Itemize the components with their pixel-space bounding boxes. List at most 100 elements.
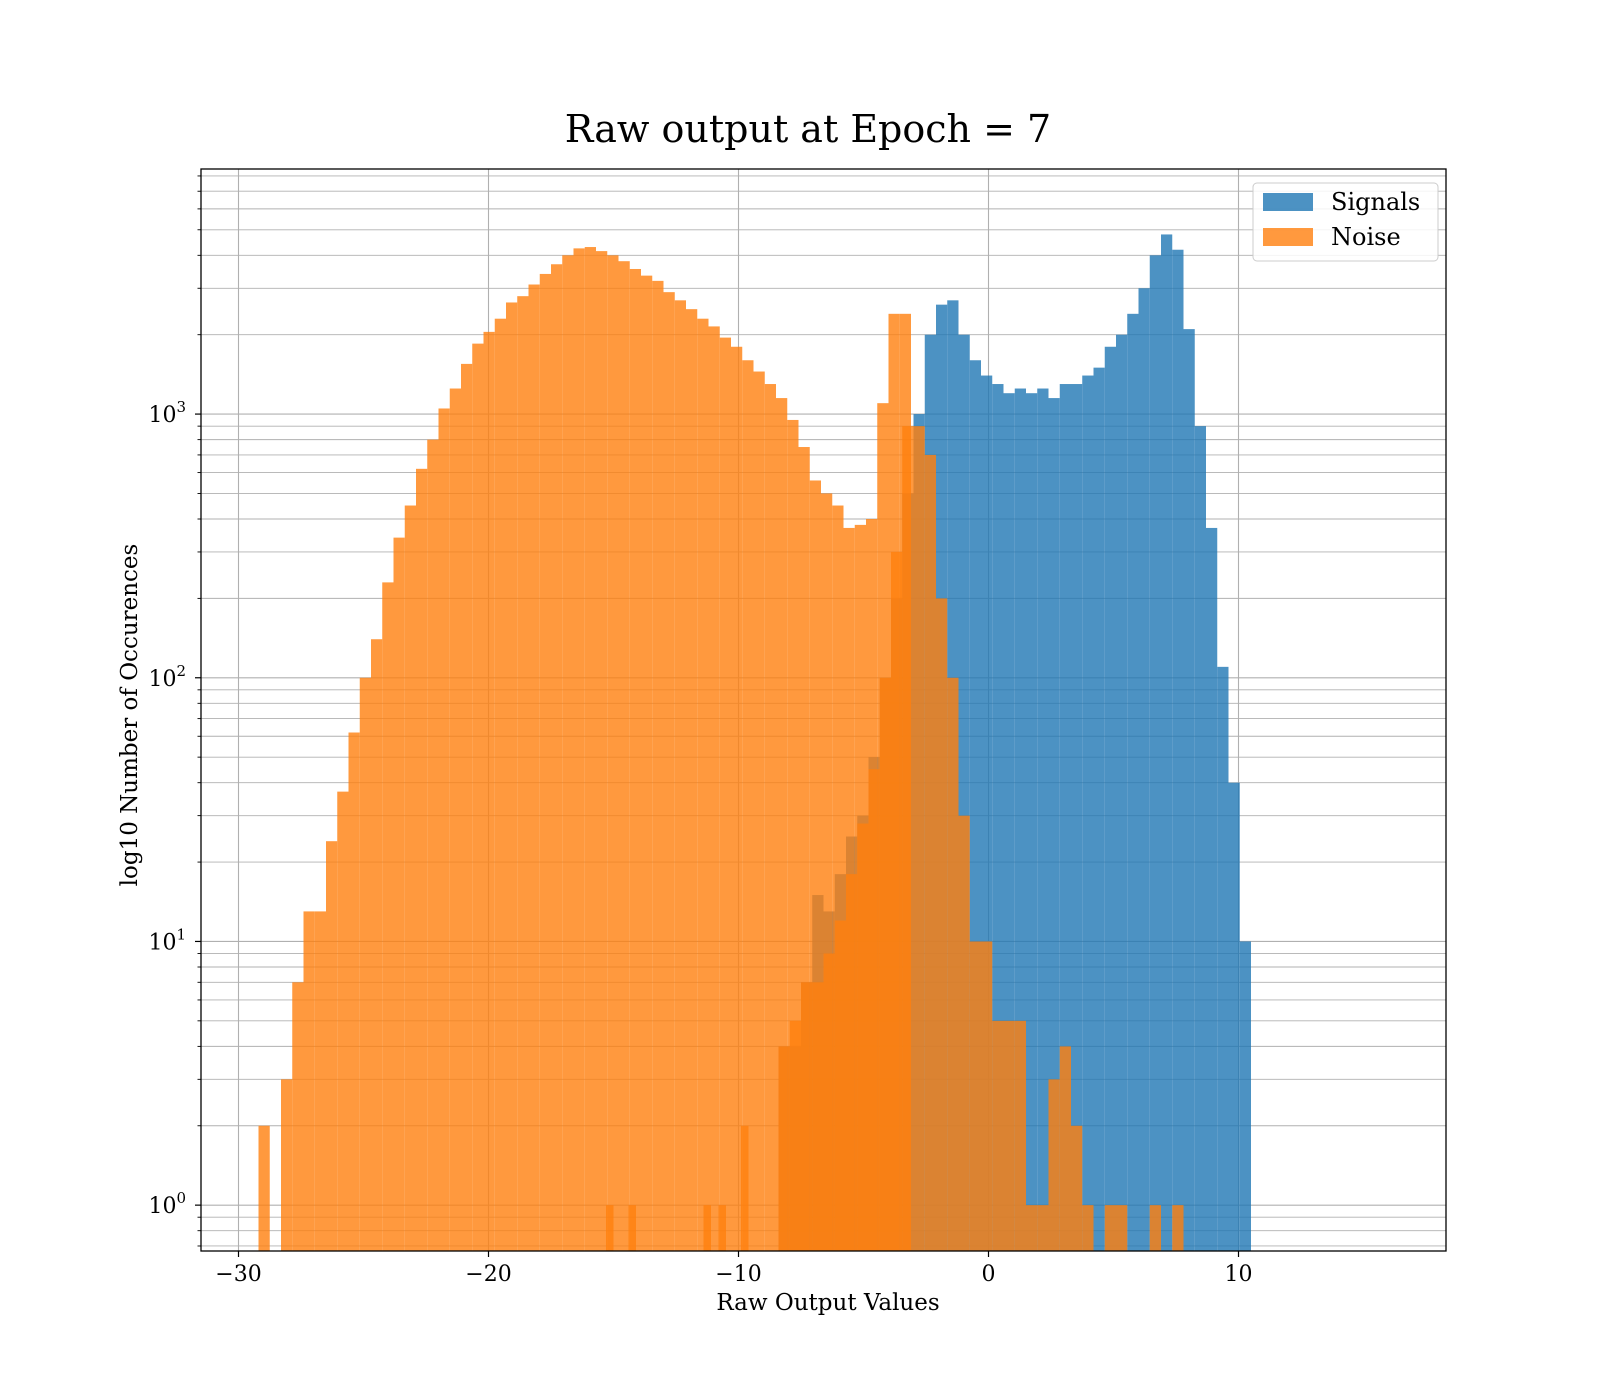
histogram-bar: [359, 677, 371, 1251]
histogram-bar: [1014, 1020, 1026, 1251]
histogram-bar: [584, 247, 596, 1251]
histogram-bar: [641, 275, 653, 1251]
legend-label-signals: Signals: [1331, 188, 1420, 216]
histogram-bar: [528, 284, 540, 1251]
histogram-bar: [1138, 288, 1150, 1251]
histogram-bar: [969, 941, 981, 1251]
histogram-bar: [348, 732, 360, 1251]
histogram-bar: [281, 1079, 293, 1251]
histogram-bar: [1127, 313, 1139, 1251]
y-tick-label: 101: [148, 925, 186, 955]
histogram-bar: [573, 248, 585, 1251]
histogram-bar: [1082, 375, 1094, 1251]
histogram-bar: [992, 1020, 1004, 1251]
histogram-bar: [969, 360, 981, 1251]
histogram-bar: [1161, 234, 1173, 1251]
x-axis-ticks: −30 −20 −10 0 10: [215, 1251, 1253, 1287]
histogram-bar: [551, 264, 563, 1251]
histogram-bar: [902, 426, 914, 1251]
histogram-bar: [857, 823, 869, 1251]
histogram-bar: [1172, 249, 1184, 1251]
histogram-bar: [891, 551, 903, 1251]
histogram-bar: [821, 493, 833, 1251]
histogram-bar: [449, 388, 461, 1251]
histogram-bar: [958, 334, 970, 1251]
histogram-bar: [1239, 941, 1251, 1251]
histogram-bar: [981, 375, 993, 1251]
histogram-bar: [371, 639, 383, 1251]
legend-swatch-noise: [1263, 228, 1313, 246]
legend: Signals Noise: [1252, 182, 1439, 262]
histogram-bar: [764, 384, 776, 1251]
histogram-bar: [1104, 346, 1116, 1251]
histogram-bar: [812, 982, 824, 1251]
histogram-bar: [1206, 527, 1218, 1251]
legend-label-noise: Noise: [1331, 223, 1401, 251]
histogram-bar: [798, 447, 810, 1251]
histogram-bar: [1116, 334, 1128, 1251]
histogram-bar: [1104, 1205, 1116, 1251]
histogram-bar: [596, 251, 608, 1251]
histogram-bar: [1071, 384, 1083, 1251]
histogram-bar: [958, 815, 970, 1251]
histogram-bar: [823, 953, 835, 1251]
histogram-bar: [742, 360, 754, 1251]
histogram-bar: [834, 920, 846, 1251]
x-tick-label: −10: [715, 1262, 761, 1287]
histogram-bar: [832, 505, 844, 1251]
histogram-bar: [652, 280, 664, 1251]
histogram-bar: [674, 300, 686, 1251]
histogram-bar: [292, 982, 304, 1251]
histogram-bar: [1048, 1079, 1060, 1251]
histogram-bar: [628, 1205, 636, 1251]
histogram-bars: [258, 234, 1251, 1251]
histogram-bar: [731, 346, 743, 1251]
histogram-bar: [1116, 1205, 1128, 1251]
histogram-bar: [416, 468, 428, 1251]
histogram-bar: [1059, 1046, 1071, 1251]
histogram-bar: [924, 454, 936, 1251]
histogram-bar: [629, 268, 641, 1251]
histogram-bar: [404, 505, 416, 1251]
histogram-bar: [936, 598, 948, 1251]
histogram-bar: [472, 343, 484, 1251]
histogram-bar: [1217, 666, 1229, 1251]
histogram-bar: [393, 537, 405, 1251]
histogram-bar: [461, 363, 473, 1251]
histogram-bar: [483, 331, 495, 1251]
histogram-bar: [1014, 388, 1026, 1251]
y-tick-label: 102: [148, 662, 186, 692]
histogram-bar: [1037, 388, 1049, 1251]
histogram-bar: [1026, 1205, 1038, 1251]
histogram-bar: [326, 841, 338, 1251]
histogram-bar: [1048, 398, 1060, 1251]
histogram-bar: [697, 318, 709, 1251]
plot-area-frame: [200, 168, 1447, 1252]
histogram-bar: [314, 911, 326, 1251]
histogram-bar: [789, 1020, 801, 1251]
histogram-bar: [686, 309, 698, 1251]
y-axis-ticks: 100 101 102 103: [148, 175, 201, 1247]
histogram-bar: [562, 255, 574, 1251]
histogram-bar: [663, 292, 675, 1251]
histogram-bar: [1093, 367, 1105, 1251]
histogram-bar: [1026, 393, 1038, 1251]
histogram-bar: [913, 426, 925, 1251]
histogram-bar: [438, 408, 450, 1251]
histogram-bar: [258, 1125, 270, 1251]
histogram-bar: [494, 318, 506, 1251]
histogram-bar: [708, 326, 720, 1251]
histogram-bar: [1003, 1020, 1015, 1251]
histogram-bar: [809, 480, 821, 1251]
histogram-bar: [1071, 1125, 1083, 1251]
histogram-bar: [337, 791, 349, 1251]
histogram-bar: [741, 1125, 749, 1251]
histogram-bar: [1149, 1205, 1161, 1251]
histogram-bar: [427, 439, 439, 1251]
histogram-bar: [703, 1205, 711, 1251]
histogram-bar: [718, 1205, 726, 1251]
histogram-bar: [1183, 329, 1195, 1251]
histogram-bar: [539, 273, 551, 1251]
histogram-bar: [787, 419, 799, 1251]
